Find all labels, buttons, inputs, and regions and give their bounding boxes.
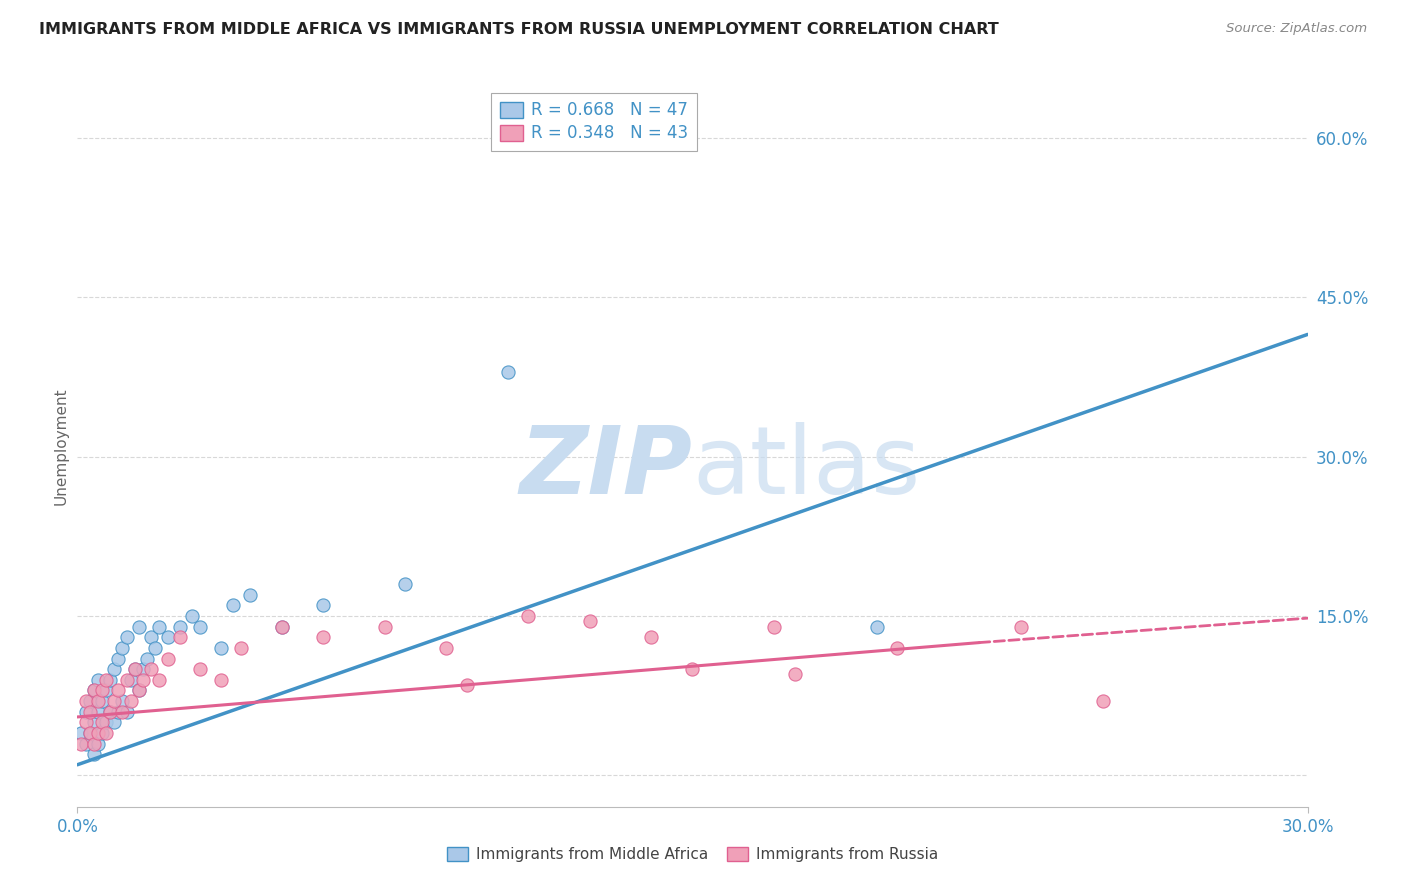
- Point: [111, 694, 134, 708]
- Point: [107, 651, 129, 665]
- Point: [374, 619, 396, 633]
- Point: [141, 662, 163, 676]
- Point: [83, 747, 105, 761]
- Text: ZIP: ZIP: [520, 422, 693, 514]
- Text: IMMIGRANTS FROM MIDDLE AFRICA VS IMMIGRANTS FROM RUSSIA UNEMPLOYMENT CORRELATION: IMMIGRANTS FROM MIDDLE AFRICA VS IMMIGRA…: [39, 22, 1000, 37]
- Point: [128, 683, 150, 698]
- Point: [79, 726, 101, 740]
- Point: [156, 651, 179, 665]
- Point: [87, 705, 110, 719]
- Point: [103, 715, 125, 730]
- Point: [209, 640, 232, 655]
- Point: [94, 673, 117, 687]
- Point: [209, 673, 232, 687]
- Point: [79, 694, 101, 708]
- Point: [866, 619, 889, 633]
- Point: [394, 577, 416, 591]
- Point: [456, 678, 478, 692]
- Point: [271, 619, 294, 633]
- Point: [111, 640, 134, 655]
- Point: [111, 705, 134, 719]
- Point: [124, 662, 146, 676]
- Point: [90, 726, 114, 740]
- Point: [107, 683, 129, 698]
- Point: [98, 705, 121, 719]
- Point: [169, 619, 191, 633]
- Point: [94, 715, 117, 730]
- Point: [87, 737, 110, 751]
- Point: [148, 619, 170, 633]
- Point: [90, 694, 114, 708]
- Point: [120, 673, 142, 687]
- Point: [141, 630, 163, 644]
- Point: [312, 630, 335, 644]
- Point: [90, 683, 114, 698]
- Point: [271, 619, 294, 633]
- Point: [79, 726, 101, 740]
- Point: [231, 640, 253, 655]
- Point: [496, 365, 519, 379]
- Text: atlas: atlas: [693, 422, 921, 514]
- Point: [83, 737, 105, 751]
- Point: [83, 683, 105, 698]
- Point: [115, 630, 138, 644]
- Text: Source: ZipAtlas.com: Source: ZipAtlas.com: [1226, 22, 1367, 36]
- Point: [94, 726, 117, 740]
- Point: [75, 705, 97, 719]
- Point: [1091, 694, 1114, 708]
- Point: [107, 705, 129, 719]
- Point: [579, 615, 602, 629]
- Point: [783, 667, 806, 681]
- Point: [87, 726, 110, 740]
- Point: [124, 662, 146, 676]
- Point: [94, 683, 117, 698]
- Point: [763, 619, 786, 633]
- Point: [222, 599, 245, 613]
- Point: [517, 609, 540, 624]
- Point: [239, 588, 262, 602]
- Point: [132, 662, 155, 676]
- Point: [90, 715, 114, 730]
- Point: [148, 673, 170, 687]
- Point: [640, 630, 662, 644]
- Point: [886, 640, 908, 655]
- Point: [103, 662, 125, 676]
- Point: [83, 715, 105, 730]
- Point: [136, 651, 159, 665]
- Point: [98, 673, 121, 687]
- Point: [87, 694, 110, 708]
- Point: [70, 726, 93, 740]
- Y-axis label: Unemployment: Unemployment: [53, 387, 69, 505]
- Point: [156, 630, 179, 644]
- Point: [436, 640, 458, 655]
- Point: [132, 673, 155, 687]
- Point: [169, 630, 191, 644]
- Point: [1010, 619, 1032, 633]
- Point: [79, 705, 101, 719]
- Point: [70, 737, 93, 751]
- Point: [682, 662, 704, 676]
- Point: [181, 609, 204, 624]
- Point: [115, 705, 138, 719]
- Point: [103, 694, 125, 708]
- Point: [143, 640, 166, 655]
- Point: [120, 694, 142, 708]
- Point: [312, 599, 335, 613]
- Point: [115, 673, 138, 687]
- Point: [188, 619, 212, 633]
- Point: [188, 662, 212, 676]
- Point: [83, 683, 105, 698]
- Point: [75, 737, 97, 751]
- Point: [128, 683, 150, 698]
- Point: [128, 619, 150, 633]
- Point: [87, 673, 110, 687]
- Point: [98, 705, 121, 719]
- Legend: Immigrants from Middle Africa, Immigrants from Russia: Immigrants from Middle Africa, Immigrant…: [441, 840, 943, 868]
- Point: [75, 694, 97, 708]
- Point: [75, 715, 97, 730]
